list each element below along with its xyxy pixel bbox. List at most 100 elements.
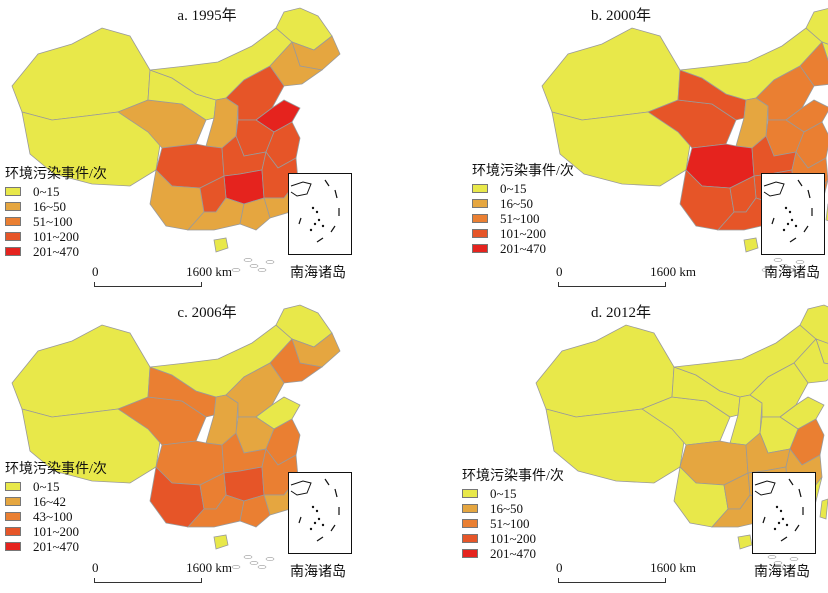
island-outline (773, 258, 783, 262)
region-hainan (743, 237, 759, 253)
island-outline (767, 555, 777, 559)
scale-bar: 0 1600 km (92, 264, 232, 294)
island-outline (249, 264, 259, 268)
boundary-dash (794, 524, 800, 532)
island-outline (773, 561, 783, 565)
region-taiwan (819, 498, 828, 520)
south-china-sea-inset (288, 472, 352, 554)
island-dot (313, 222, 317, 226)
boundary-dash (797, 179, 803, 187)
legend-row: 101~200 (5, 524, 107, 539)
boundary-dash (324, 179, 330, 187)
scale-line (94, 282, 202, 287)
island-dot (317, 218, 321, 222)
region-xinjiang (11, 324, 151, 418)
region-xinjiang (535, 324, 675, 418)
legend-swatch (462, 549, 478, 558)
island-outline (265, 260, 275, 264)
inset-label: 南海诸岛 (754, 564, 810, 580)
inset-map (754, 478, 804, 542)
boundary-dash (762, 516, 766, 524)
boundary-dash (780, 536, 788, 542)
inset-coastline (763, 181, 785, 197)
legend-row: 51~100 (472, 211, 574, 226)
legend-label: 51~100 (490, 515, 530, 531)
legend-swatch (5, 202, 21, 211)
legend-label: 51~100 (33, 213, 73, 229)
island-dot (309, 228, 313, 232)
legend-row: 16~50 (462, 501, 564, 516)
legend-row: 16~50 (5, 199, 107, 214)
island-dot (784, 206, 788, 210)
island-dot (315, 210, 319, 214)
island-dot (779, 509, 783, 513)
legend-label: 201~470 (33, 243, 80, 259)
legend-row: 0~15 (5, 184, 107, 199)
boundary-dash (803, 225, 809, 233)
legend-swatch (5, 482, 21, 491)
provinces (541, 8, 828, 272)
boundary-dash (298, 516, 302, 524)
island-dot (773, 527, 777, 531)
region-tibet (551, 107, 693, 187)
island-dot (788, 210, 792, 214)
legend-swatch (5, 217, 21, 226)
region-hunan (223, 466, 265, 502)
inset-coastline (754, 480, 776, 496)
scale-distance: 1600 km (650, 560, 696, 575)
legend: 环境污染事件/次 0~15 16~42 43~100 101~200 201~4… (5, 458, 107, 554)
map-panel-2000: b. 2000年 环境污染事件/次 0~15 16~50 51~100 101~… (414, 0, 828, 296)
boundary-dash (789, 237, 797, 243)
boundary-dash (771, 217, 775, 225)
legend-swatch (462, 519, 478, 528)
island-outline (257, 268, 267, 272)
provinces (535, 304, 828, 569)
panel-title: d. 2012年 (590, 305, 651, 321)
legend-label: 0~15 (33, 478, 60, 494)
map-panel-2006: c. 2006年 环境污染事件/次 0~15 16~42 43~100 101~… (0, 297, 414, 593)
region-tibet (21, 404, 163, 484)
legend-swatch (5, 187, 21, 196)
legend: 环境污染事件/次 0~15 16~50 51~100 101~200 201~4… (462, 465, 564, 561)
legend-label: 16~50 (500, 195, 534, 211)
legend-row: 16~42 (5, 494, 107, 509)
legend-label: 201~470 (500, 240, 547, 256)
island-outline (265, 557, 275, 561)
legend-row: 0~15 (462, 486, 564, 501)
legend-swatch (462, 504, 478, 513)
boundary-dash (334, 189, 338, 199)
legend-row: 0~15 (472, 181, 574, 196)
legend-row: 101~200 (472, 226, 574, 241)
inset-label: 南海诸岛 (764, 265, 820, 281)
legend-swatch (472, 214, 488, 223)
island-dot (311, 206, 315, 210)
scale-zero: 0 (92, 560, 99, 575)
legend-label: 101~200 (33, 228, 80, 244)
legend-label: 201~470 (33, 538, 80, 554)
island-dot (321, 224, 325, 228)
legend-label: 0~15 (490, 485, 517, 501)
region-xinjiang (11, 27, 151, 121)
legend-swatch (472, 244, 488, 253)
legend-swatch (5, 497, 21, 506)
legend-row: 201~470 (5, 539, 107, 554)
provinces (11, 304, 341, 569)
island-outline (755, 565, 765, 569)
region-tibet (21, 107, 163, 187)
island-outline (231, 565, 241, 569)
boundary-dash (316, 536, 324, 542)
legend-row: 0~15 (5, 479, 107, 494)
boundary-dash (334, 488, 338, 498)
legend-title: 环境污染事件/次 (5, 462, 107, 477)
island-dot (775, 505, 779, 509)
island-dot (309, 527, 313, 531)
legend-row: 16~50 (472, 196, 574, 211)
island-outline (795, 260, 805, 264)
legend-label: 16~50 (33, 198, 67, 214)
island-outline (787, 268, 797, 272)
legend: 环境污染事件/次 0~15 16~50 51~100 101~200 201~4… (5, 163, 107, 259)
legend-row: 201~470 (462, 546, 564, 561)
legend-swatch (5, 527, 21, 536)
region-xinjiang (541, 27, 681, 121)
china-map (11, 304, 341, 569)
